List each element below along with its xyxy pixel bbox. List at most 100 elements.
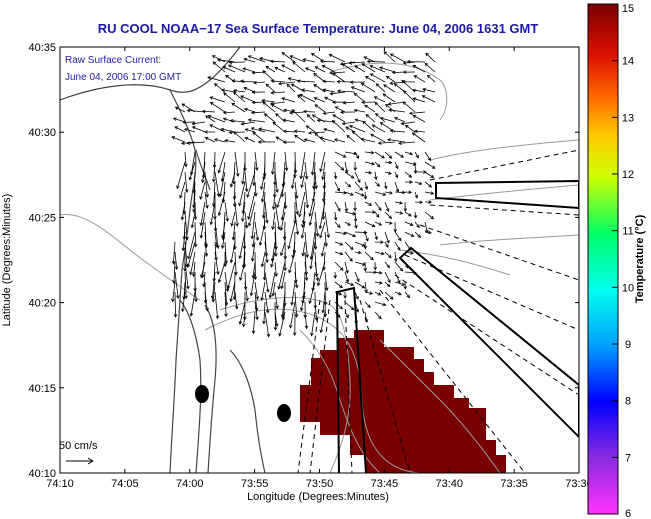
current-arrow-head [377,141,382,145]
current-arrow-head [421,95,426,99]
current-arrow-head [236,173,240,178]
current-arrow [349,125,366,133]
current-arrow-head [398,292,402,296]
current-arrow [364,251,374,261]
current-arrow-head [243,57,248,62]
current-arrow-head [351,130,356,135]
current-arrow-head [334,106,339,110]
current-arrow-head [283,108,288,113]
current-arrow-head [246,194,250,198]
current-arrow [283,109,296,113]
current-arrow-head [241,180,245,185]
current-arrow [394,261,403,272]
current-arrow-head [349,192,354,196]
current-arrow [364,191,367,199]
current-arrow [248,119,266,123]
current-arrow [202,251,206,278]
current-arrow-head [209,101,214,106]
plot-area [60,47,579,473]
current-arrow [424,191,434,194]
current-arrow-head [384,185,388,190]
current-arrow-head [337,224,341,228]
current-arrow [310,231,316,260]
current-arrow [184,261,189,289]
current-arrow [252,71,266,74]
current-arrow [351,86,366,93]
current-arrow-head [255,316,259,321]
current-arrow [354,65,366,73]
current-arrow [270,101,286,105]
current-arrow-head [268,294,273,299]
current-arrow-head [321,176,325,181]
current-arrow [310,241,316,269]
current-arrow [344,201,348,212]
current-arrow-head [316,118,321,123]
current-arrow-head [319,234,323,239]
current-arrow-head [194,298,198,303]
current-arrow-head [243,86,248,91]
current-arrow [384,221,393,224]
current-arrow-head [379,66,383,70]
current-arrow [214,291,219,319]
current-arrow [172,281,176,302]
current-arrow [254,221,259,241]
current-arrow-head [325,287,329,292]
current-arrow-head [222,110,227,115]
current-arrow-head [375,112,379,117]
colorbar-tick-label: 7 [625,452,631,464]
current-arrow-head [349,80,354,85]
current-arrow-head [262,226,267,230]
current-arrow [299,94,316,103]
current-arrow [261,181,266,202]
current-arrow-head [244,224,249,229]
current-arrow-head [271,226,275,231]
current-arrow-head [289,55,294,59]
current-arrow [324,271,328,291]
current-arrow [394,211,403,214]
current-arrow [404,221,414,226]
current-arrow [367,61,386,63]
current-arrow [384,241,389,248]
current-arrow-head [184,163,188,168]
current-arrow [193,181,196,208]
current-arrow-head [186,108,191,113]
current-arrow-head [360,193,365,197]
current-arrow-head [279,227,284,232]
current-arrow [311,53,326,63]
current-arrow-head [294,134,298,139]
current-arrow [199,181,206,200]
current-arrow [200,261,206,278]
current-arrow [390,53,406,63]
current-arrow-head [257,140,262,144]
current-arrow [344,211,356,215]
current-arrow-head [347,183,352,188]
current-arrow-head [295,211,300,215]
current-arrow-head [277,81,282,86]
current-arrow-head [364,186,369,190]
current-arrow-head [362,120,366,125]
current-arrow-head [240,95,244,99]
current-arrow [194,201,196,220]
current-arrow [424,171,434,178]
current-arrow-head [409,251,414,255]
current-arrow [384,171,392,175]
current-arrow [205,137,216,143]
current-arrow [193,261,196,277]
current-arrow-head [273,327,278,331]
current-arrow-head [363,245,368,250]
current-arrow [260,171,266,190]
current-arrow-head [349,258,353,262]
current-arrow-head [394,174,399,179]
current-arrow [374,211,380,218]
current-arrow-head [174,126,178,130]
current-arrow-head [355,295,359,300]
colorbar-tick-label: 15 [622,3,634,15]
current-arrow-head [361,63,366,67]
current-arrow [239,261,246,281]
current-arrow [254,181,257,197]
current-arrow [187,241,196,268]
x-tick-label: 74:05 [111,478,139,490]
current-arrow [200,211,206,238]
current-arrow [251,211,256,239]
x-axis-label: Longitude (Degrees:Minutes) [247,491,389,503]
